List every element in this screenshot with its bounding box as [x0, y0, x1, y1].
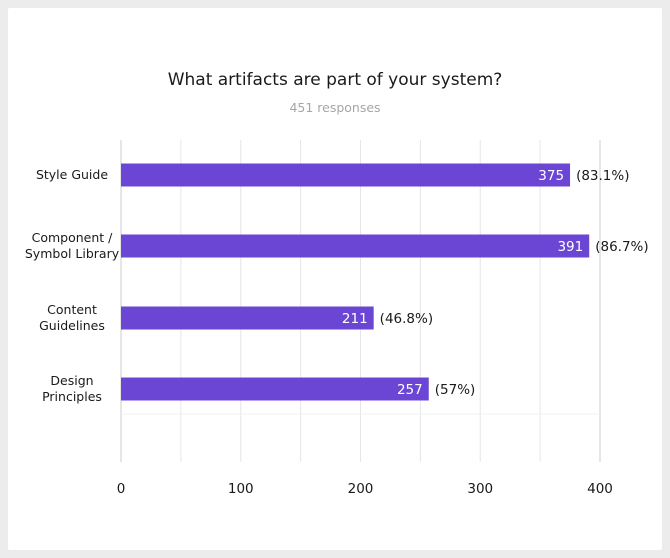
x-tick-label: 100	[228, 481, 254, 497]
category-labels: Style Guide Component / Symbol Library Cont…	[25, 167, 120, 404]
bar-value-label: 375	[538, 168, 564, 184]
bar-value-label: 211	[342, 311, 368, 327]
bar	[121, 234, 590, 258]
category-label: Style Guide	[36, 167, 108, 182]
grid	[120, 140, 601, 462]
x-tick-label: 200	[348, 481, 374, 497]
bar-value-label: 391	[557, 239, 583, 255]
bars: 375 (83.1%) 391 (86.7%) 211 (46.8%) 257 (57%)	[121, 163, 649, 401]
bar	[121, 163, 571, 187]
bar	[121, 306, 374, 330]
bar-percent-label: (86.7%)	[595, 239, 648, 255]
category-label: Design Principles	[42, 373, 102, 404]
x-tick-label: 0	[117, 481, 126, 497]
chart-subtitle: 451 responses	[289, 100, 380, 115]
chart-title: What artifacts are part of your system?	[168, 70, 503, 90]
bar-percent-label: (57%)	[435, 382, 476, 398]
x-axis-ticks: 0 100 200 300 400	[117, 481, 613, 497]
chart-card	[8, 8, 662, 550]
x-tick-label: 300	[467, 481, 493, 497]
x-tick-label: 400	[587, 481, 613, 497]
category-label: Content Guidelines	[39, 302, 105, 333]
bar-percent-label: (83.1%)	[576, 168, 629, 184]
bar-value-label: 257	[397, 382, 423, 398]
bar-percent-label: (46.8%)	[380, 311, 433, 327]
bar	[121, 377, 429, 401]
category-label: Component / Symbol Library	[25, 230, 120, 261]
